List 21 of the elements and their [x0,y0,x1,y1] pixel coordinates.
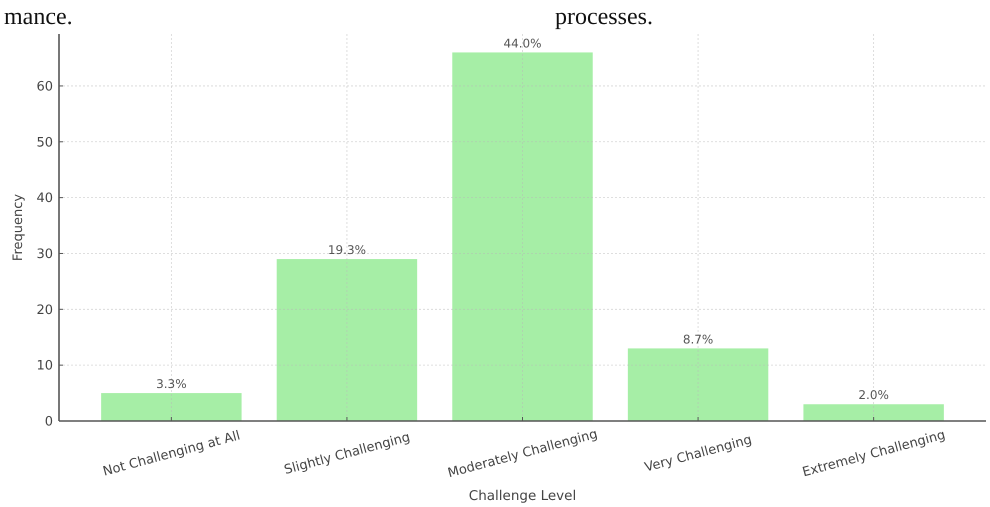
bar [803,404,944,421]
y-tick-label: 20 [36,302,53,318]
y-tick-label: 0 [44,414,53,430]
annotation: 19.3% [328,243,366,258]
y-axis-title: Frequency [11,194,26,262]
bar [276,259,418,421]
y-tick-label: 60 [36,79,53,94]
annotation: 2.0% [858,388,889,402]
bar [452,52,593,421]
annotation: 8.7% [682,332,714,346]
annotation: 44.0% [503,36,542,50]
text: processes. [555,4,653,30]
y-tick-label: 10 [36,358,53,374]
text: mance. [4,4,73,30]
y-tick-label: 40 [36,191,53,206]
x-axis-title: Challenge Level [468,488,576,504]
annotation: 3.3% [156,377,187,392]
bar [101,393,242,421]
bar [628,348,768,421]
y-tick-label: 50 [36,135,53,150]
y-tick-label: 30 [36,247,53,262]
